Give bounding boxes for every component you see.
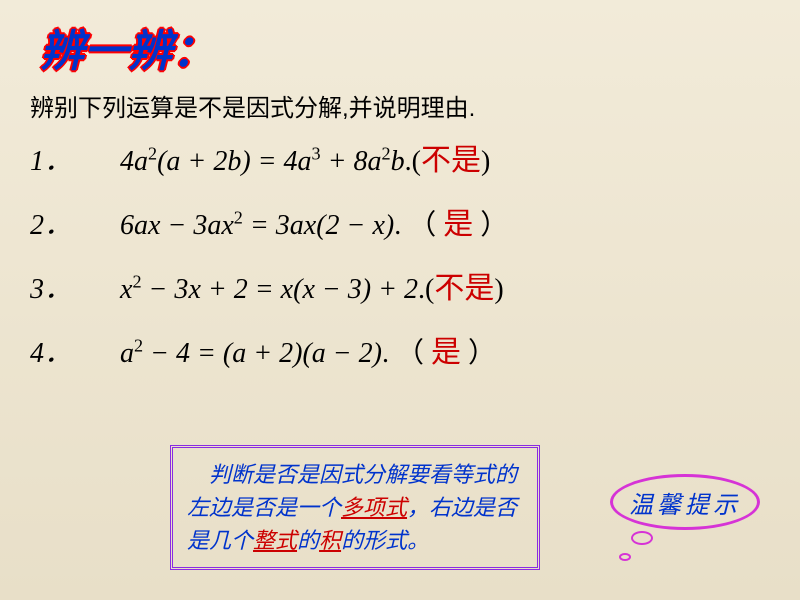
hint-bubble: 温馨提示 bbox=[610, 474, 760, 530]
problem-number: 2． bbox=[30, 203, 120, 243]
problem-4: 4． a2 − 4 = (a + 2)(a − 2). （ 是 ） bbox=[30, 327, 770, 371]
slide-title: 辨一辨： bbox=[40, 15, 216, 79]
left-paren: .( bbox=[418, 274, 434, 305]
bubble-label: 温馨提示 bbox=[629, 485, 741, 520]
right-paren: ） bbox=[473, 210, 508, 241]
tip-mid2: 的 bbox=[297, 528, 319, 553]
bubble-tail-icon bbox=[619, 553, 631, 561]
problem-3: 3． x2 − 3x + 2 = x(x − 3) + 2.(不是) bbox=[30, 263, 770, 307]
bubble-tail-icon bbox=[631, 531, 653, 545]
tip-text: 判断是否是因式分解要看等式的左边是否是一个多项式，右边是否是几个整式的积的形式。 bbox=[187, 462, 517, 553]
problem-list: 1． 4a2(a + 2b) = 4a3 + 8a2b.(不是) 2． 6ax … bbox=[30, 135, 770, 391]
tip-box: 判断是否是因式分解要看等式的左边是否是一个多项式，右边是否是几个整式的积的形式。 bbox=[170, 445, 540, 570]
tip-highlight-1: 多项式 bbox=[341, 495, 407, 520]
problem-expression: a2 − 4 = (a + 2)(a − 2). （ 是 ） bbox=[120, 327, 496, 371]
slide-subtitle: 辨别下列运算是不是因式分解,并说明理由. bbox=[30, 88, 475, 123]
tip-highlight-3: 积 bbox=[319, 528, 341, 553]
problem-2: 2． 6ax − 3ax2 = 3ax(2 − x). （ 是 ） bbox=[30, 199, 770, 243]
left-paren: . （ bbox=[394, 210, 443, 241]
problem-expression: 4a2(a + 2b) = 4a3 + 8a2b.(不是) bbox=[120, 135, 490, 179]
tip-tail: 的形式。 bbox=[341, 528, 429, 553]
right-paren: ) bbox=[494, 274, 503, 305]
answer-text: 不是 bbox=[421, 144, 481, 177]
problem-1: 1． 4a2(a + 2b) = 4a3 + 8a2b.(不是) bbox=[30, 135, 770, 179]
answer-text: 是 bbox=[431, 336, 461, 369]
problem-number: 4． bbox=[30, 331, 120, 371]
problem-expression: 6ax − 3ax2 = 3ax(2 − x). （ 是 ） bbox=[120, 199, 508, 243]
answer-text: 不是 bbox=[434, 272, 494, 305]
left-paren: . （ bbox=[382, 338, 431, 369]
tip-highlight-2: 整式 bbox=[253, 528, 297, 553]
right-paren: ) bbox=[481, 146, 490, 177]
problem-number: 1． bbox=[30, 139, 120, 179]
left-paren: .( bbox=[405, 146, 421, 177]
right-paren: ） bbox=[461, 338, 496, 369]
problem-number: 3． bbox=[30, 267, 120, 307]
problem-expression: x2 − 3x + 2 = x(x − 3) + 2.(不是) bbox=[120, 263, 504, 307]
answer-text: 是 bbox=[443, 208, 473, 241]
